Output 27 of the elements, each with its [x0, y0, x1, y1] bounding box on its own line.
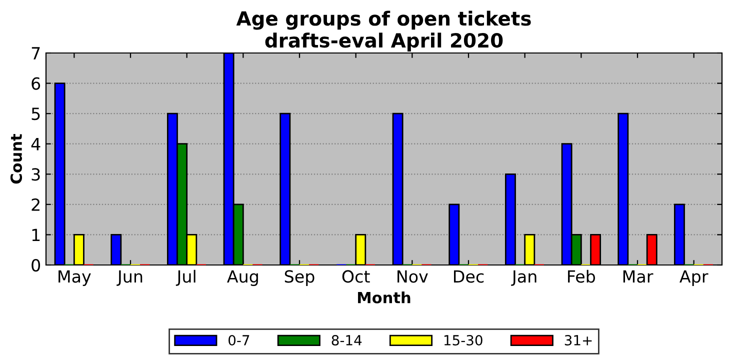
y-tick-label: 6 [32, 77, 40, 90]
legend-label: 8-14 [332, 334, 362, 346]
x-tick-label: Oct [342, 270, 370, 283]
y-axis-title: Count [10, 134, 22, 184]
x-tick-label: Feb [568, 270, 596, 283]
x-tick-label: Nov [398, 270, 428, 283]
y-tick-label: 0 [32, 258, 40, 272]
x-tick-label: Dec [454, 270, 484, 283]
y-tick-label: 7 [32, 47, 40, 60]
y-tick-label: 5 [32, 108, 40, 120]
x-tick-label: Sep [284, 270, 314, 286]
x-tick-label: Aug [227, 270, 258, 286]
x-axis-title: Month [358, 292, 410, 304]
x-tick-label: Jul [176, 270, 196, 286]
y-tick-label: 4 [31, 138, 40, 150]
y-tick-label: 2 [32, 198, 40, 211]
x-tick-label: Mar [623, 270, 654, 283]
x-tick-label: Apr [680, 270, 708, 286]
chart-title: Age groups of open tickets drafts-eval April 2020 [236, 10, 531, 52]
legend-label: 0-7 [228, 334, 250, 346]
x-tick-label: Jun [116, 270, 142, 286]
y-tick-label: 3 [32, 168, 40, 181]
x-tick-label: Jan [511, 270, 536, 286]
x-tick-label: May [58, 270, 91, 286]
legend-label: 15-30 [444, 334, 482, 346]
y-tick-label: 1 [32, 228, 40, 242]
legend-label: 31+ [564, 334, 592, 346]
